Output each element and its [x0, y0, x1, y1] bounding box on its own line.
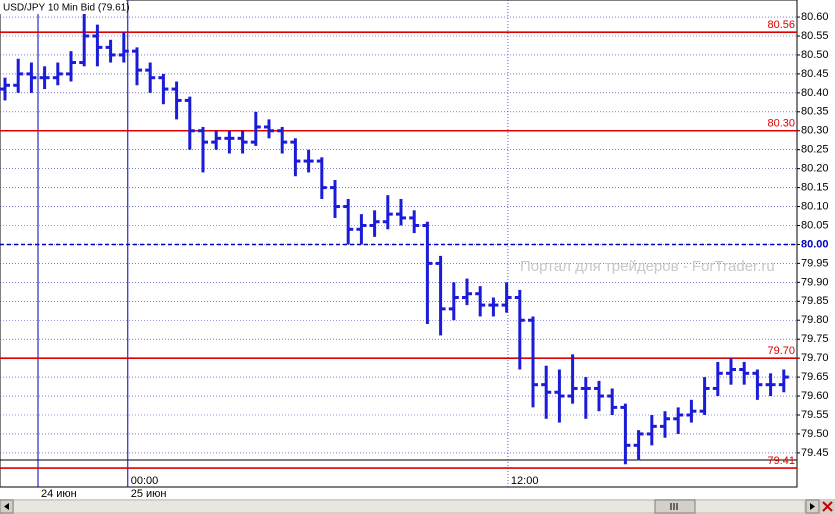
y-tick-label: 80.35	[801, 106, 829, 118]
y-tick-label: 79.50	[801, 428, 829, 440]
arrow-right	[810, 503, 815, 510]
time-label: 12:00	[511, 475, 539, 487]
date-label: 24 июн	[41, 488, 77, 500]
y-tick-label: 80.05	[801, 219, 829, 231]
y-tick-label: 79.90	[801, 276, 829, 288]
y-tick-label: 79.70	[801, 352, 829, 364]
scroll-thumb[interactable]	[654, 499, 696, 514]
time-label: 00:00	[131, 475, 159, 487]
watermark: Портал для трейдеров - ForTrader.ru	[520, 258, 775, 275]
y-tick-label: 80.50	[801, 49, 829, 61]
level-label: 79.41	[767, 455, 795, 467]
y-tick-label: 79.95	[801, 257, 829, 269]
y-tick-label: 79.65	[801, 371, 829, 383]
y-tick-label: 79.80	[801, 314, 829, 326]
level-label: 80.56	[767, 19, 795, 31]
y-tick-label: 80.60	[801, 11, 829, 23]
y-tick-label: 79.60	[801, 390, 829, 402]
title-box	[0, 0, 126, 14]
close-icon[interactable]	[822, 501, 833, 512]
y-tick-label: 79.85	[801, 295, 829, 307]
date-label: 25 июн	[131, 488, 167, 500]
chart-title: USD/JPY 10 Min Bid (79.61)	[3, 3, 130, 14]
y-tick-label: 80.10	[801, 200, 829, 212]
y-tick-label: 80.00	[801, 238, 829, 250]
y-tick-label: 79.45	[801, 447, 829, 459]
thumb-grip	[670, 503, 678, 510]
y-tick-label: 80.40	[801, 87, 829, 99]
level-label: 79.70	[767, 345, 795, 357]
y-tick-label: 80.45	[801, 68, 829, 80]
level-label: 80.30	[767, 118, 795, 130]
y-tick-label: 80.55	[801, 30, 829, 42]
y-tick-label: 79.55	[801, 409, 829, 421]
y-tick-label: 80.15	[801, 182, 829, 194]
y-tick-label: 79.75	[801, 333, 829, 345]
arrow-left	[4, 503, 9, 510]
scroll-track[interactable]	[14, 501, 804, 512]
y-tick-label: 80.20	[801, 163, 829, 175]
plot-frame	[0, 0, 798, 488]
y-tick-label: 80.25	[801, 144, 829, 156]
plot-layer: 80.56 80.30 79.70 79.41	[0, 0, 800, 487]
y-tick-label: 80.30	[801, 125, 829, 137]
